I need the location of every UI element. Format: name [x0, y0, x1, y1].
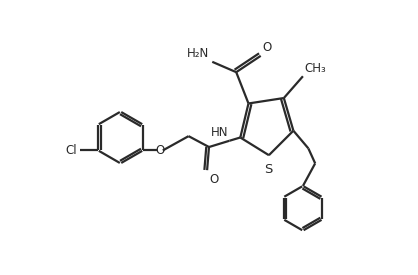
Text: H₂N: H₂N: [187, 48, 209, 60]
Text: Cl: Cl: [66, 144, 77, 157]
Text: O: O: [155, 144, 165, 157]
Text: CH₃: CH₃: [304, 62, 326, 75]
Text: HN: HN: [211, 126, 228, 139]
Text: O: O: [262, 41, 271, 54]
Text: S: S: [264, 163, 272, 176]
Text: O: O: [209, 173, 219, 186]
